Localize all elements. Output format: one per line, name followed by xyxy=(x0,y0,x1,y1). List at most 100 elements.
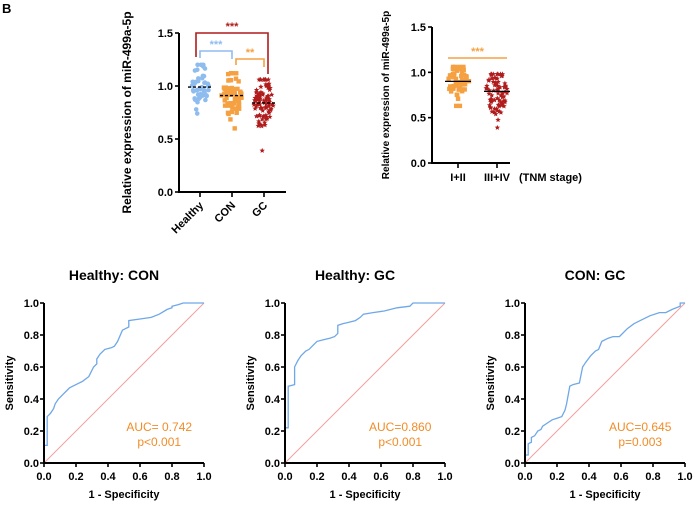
data-point xyxy=(457,103,463,109)
y-ticks: 0.0 0.2 0.4 0.6 0.8 1.0 xyxy=(265,298,285,470)
data-point xyxy=(462,87,467,92)
y-tick-label: 1.0 xyxy=(505,298,520,310)
p-value-annotation: p=0.003 xyxy=(618,435,662,449)
data-point xyxy=(223,92,228,97)
data-point xyxy=(253,113,260,119)
data-point xyxy=(233,76,239,81)
data-point xyxy=(488,96,495,102)
x-ticks: 0.0 0.2 0.4 0.6 0.8 1.0 xyxy=(277,463,453,483)
x-tick-label: 0.0 xyxy=(517,471,532,483)
x-ticks: I+II III+IV xyxy=(450,163,511,184)
data-point xyxy=(234,71,239,76)
data-point xyxy=(487,104,494,110)
data-point xyxy=(460,87,465,92)
y-ticks: 0.0 0.5 1.0 1.5 xyxy=(158,28,179,199)
y-tick-label: 0.0 xyxy=(158,187,173,199)
data-point xyxy=(233,106,238,111)
data-point xyxy=(263,116,269,122)
data-point xyxy=(463,74,469,79)
x-tick-label: 0.4 xyxy=(341,471,357,483)
data-point xyxy=(461,67,466,73)
x-tick-label: I+II xyxy=(450,172,466,184)
scatter-points xyxy=(189,62,276,153)
x-tick-label: 1.0 xyxy=(677,471,692,483)
data-point xyxy=(451,86,456,91)
data-point xyxy=(499,90,506,96)
y-tick-label: 0.2 xyxy=(24,426,39,438)
x-axis-label: 1 - Specificity xyxy=(330,489,402,501)
y-axis-label: Relative expression of miR-499a-5p xyxy=(381,11,392,179)
data-point xyxy=(252,105,258,111)
data-point xyxy=(236,102,242,107)
scatter-points xyxy=(446,64,510,130)
data-point xyxy=(495,117,501,123)
data-point xyxy=(499,71,506,77)
data-point xyxy=(266,110,272,116)
y-tick-label: 0.8 xyxy=(265,330,280,342)
data-point xyxy=(260,113,266,120)
y-tick-label: 0.6 xyxy=(505,362,520,374)
x-ticks: 0.0 0.2 0.4 0.6 0.8 1.0 xyxy=(36,463,212,483)
data-point xyxy=(494,86,501,92)
y-tick-label: 0.4 xyxy=(24,394,40,406)
data-point xyxy=(489,75,495,81)
data-point xyxy=(458,81,463,86)
data-point xyxy=(499,100,506,107)
reference-line xyxy=(524,302,686,464)
x-tick-label: 0.0 xyxy=(36,471,51,483)
y-ticks: 0.0 0.2 0.4 0.6 0.8 1.0 xyxy=(505,298,525,470)
data-point xyxy=(230,105,235,110)
roc-lines xyxy=(284,302,446,464)
data-point xyxy=(495,90,501,96)
data-point xyxy=(269,101,276,107)
data-point xyxy=(266,96,272,102)
data-point xyxy=(495,79,501,85)
data-point xyxy=(192,96,197,101)
data-point xyxy=(449,72,455,78)
x-axis-label: (TNM stage) xyxy=(519,172,582,184)
y-tick-label: 0.2 xyxy=(505,426,520,438)
roc-healthy-con-chart: Healthy: CON 0.00.20.40.60.81.0 0.0 0.2 0.… xyxy=(4,267,212,501)
data-point xyxy=(194,67,200,72)
y-axis-label: Sensitivity xyxy=(4,355,16,411)
data-point xyxy=(260,90,266,96)
data-point xyxy=(265,93,271,99)
data-point xyxy=(490,71,496,77)
x-tick-label: 1.0 xyxy=(196,471,211,483)
data-point xyxy=(453,80,458,85)
data-point xyxy=(455,96,461,101)
data-point xyxy=(228,117,233,122)
data-point xyxy=(463,77,468,82)
data-point xyxy=(260,107,266,113)
significance-brackets: *** xyxy=(448,46,507,59)
roc-lines xyxy=(43,302,205,464)
data-point xyxy=(232,91,238,97)
x-tick-label: Healthy xyxy=(170,199,207,236)
data-point xyxy=(201,87,206,92)
x-tick-label: 0.4 xyxy=(581,471,597,483)
y-tick-label: 0.4 xyxy=(265,394,281,406)
data-point xyxy=(446,76,451,81)
y-tick-label: 1.0 xyxy=(24,298,39,310)
y-tick-label: 0.8 xyxy=(24,330,39,342)
roc-curve xyxy=(43,302,204,463)
y-tick-label: 0.4 xyxy=(505,394,521,406)
x-tick-label: 0.6 xyxy=(373,471,388,483)
x-ticks: Healthy CON GC xyxy=(170,192,270,236)
data-point xyxy=(504,90,510,96)
data-point xyxy=(194,111,200,116)
data-point xyxy=(266,101,272,107)
roc-healthy-gc-chart: Healthy: GC 0.0 0.2 0.4 0.6 0.8 1.0 0.0 0.2 0.4… xyxy=(245,267,453,501)
data-point xyxy=(234,94,240,100)
data-point xyxy=(259,116,265,122)
x-axis-label: 1 - Specificity xyxy=(570,489,642,501)
auc-annotation: AUC= 0.742 xyxy=(126,420,192,434)
reference-line xyxy=(284,302,446,464)
data-point xyxy=(494,124,501,130)
data-point xyxy=(490,79,496,85)
data-point xyxy=(447,86,452,92)
data-point xyxy=(267,114,273,120)
data-point xyxy=(228,101,234,106)
data-point xyxy=(191,89,196,94)
y-tick-label: 0.2 xyxy=(265,426,280,438)
